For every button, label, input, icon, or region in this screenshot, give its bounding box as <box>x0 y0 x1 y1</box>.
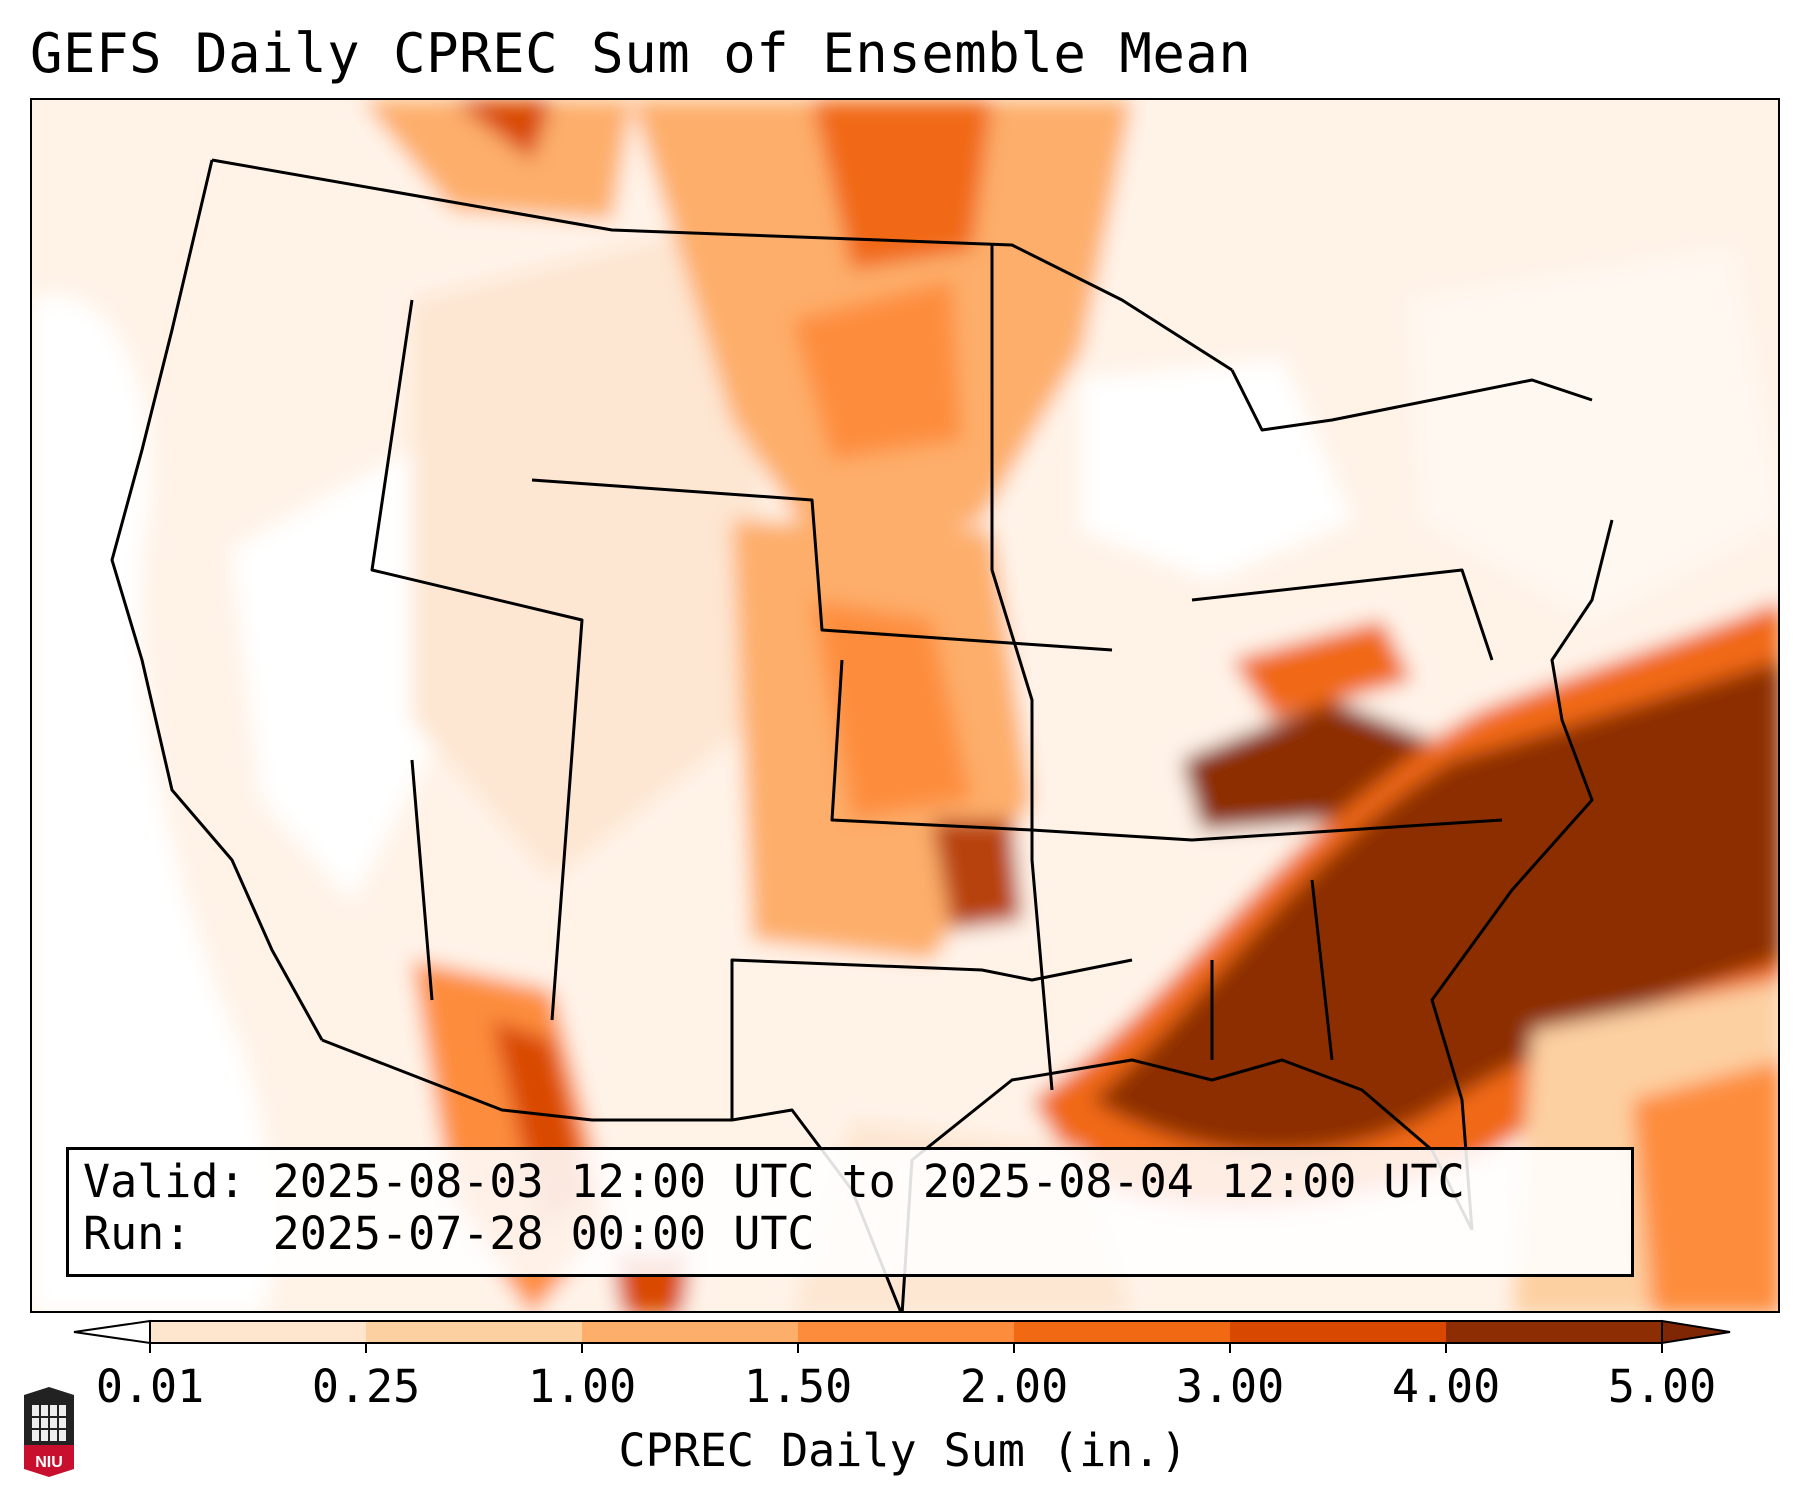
colorbar-segment <box>366 1321 582 1343</box>
valid-label: Valid: <box>83 1155 246 1208</box>
niu-logo: NIU <box>24 1387 74 1477</box>
colorbar-tick-label: 3.00 <box>1175 1360 1285 1413</box>
colorbar-tick-label: 0.25 <box>311 1360 421 1413</box>
map-canvas <box>32 100 1778 1311</box>
precipitation-field <box>32 100 1778 1311</box>
colorbar-segment <box>582 1321 798 1343</box>
colorbar-tick-label: 2.00 <box>959 1360 1069 1413</box>
colorbar-tick-label: 5.00 <box>1607 1360 1717 1413</box>
colorbar-tick-label: 4.00 <box>1391 1360 1501 1413</box>
svg-text:NIU: NIU <box>35 1454 63 1471</box>
colorbar-tick-label: 1.00 <box>527 1360 637 1413</box>
valid-row: Valid: 2025-08-03 12:00 UTC to 2025-08-0… <box>83 1156 1617 1208</box>
colorbar-segment <box>1014 1321 1230 1343</box>
colorbar-label: CPREC Daily Sum (in.) <box>618 1424 1188 1477</box>
boundary-lines <box>110 158 1614 1311</box>
colorbar-segment <box>798 1321 1014 1343</box>
colorbar-over-extension <box>1661 1319 1731 1345</box>
precipitation-map <box>30 98 1780 1313</box>
colorbar-segment <box>150 1321 366 1343</box>
colorbar <box>73 1319 1731 1353</box>
colorbar-tick-label: 0.01 <box>95 1360 205 1413</box>
map-title: GEFS Daily CPREC Sum of Ensemble Mean <box>30 22 1252 85</box>
run-row: Run: 2025-07-28 00:00 UTC <box>83 1208 1617 1260</box>
run-label: Run: <box>83 1207 192 1260</box>
colorbar-tick-label: 1.50 <box>743 1360 853 1413</box>
colorbar-under-extension <box>73 1319 151 1345</box>
valid-value: 2025-08-03 12:00 UTC to 2025-08-04 12:00… <box>272 1155 1465 1208</box>
run-value: 2025-07-28 00:00 UTC <box>272 1207 815 1260</box>
colorbar-outline <box>149 1320 1663 1344</box>
valid-run-info-box: Valid: 2025-08-03 12:00 UTC to 2025-08-0… <box>66 1147 1634 1277</box>
colorbar-segment <box>1230 1321 1446 1343</box>
colorbar-segment <box>1446 1321 1662 1343</box>
